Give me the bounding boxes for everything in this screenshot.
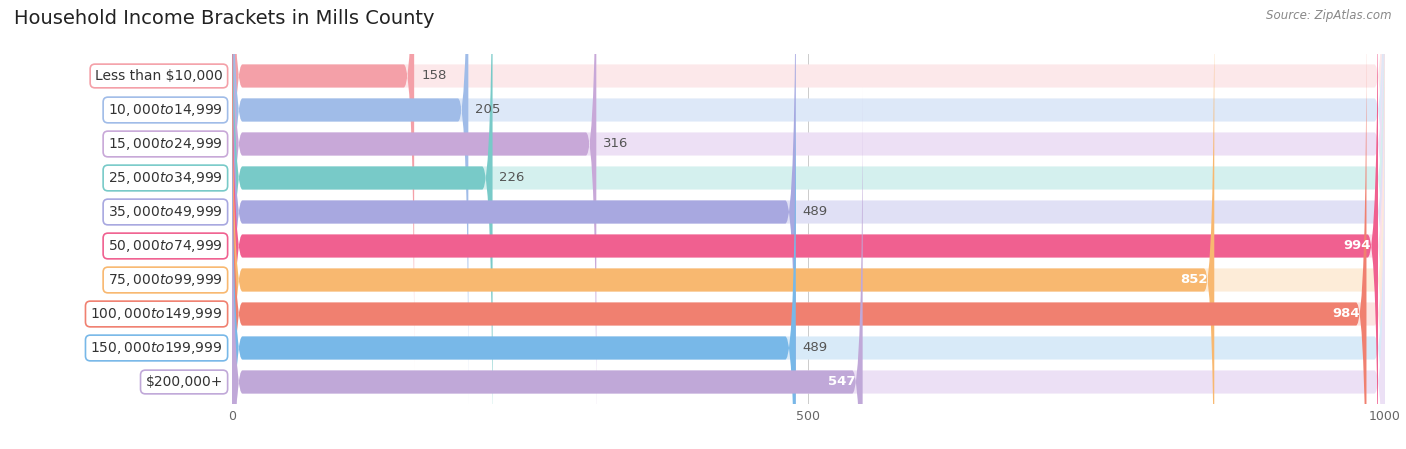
FancyBboxPatch shape <box>232 53 796 449</box>
FancyBboxPatch shape <box>232 0 468 405</box>
Text: Household Income Brackets in Mills County: Household Income Brackets in Mills Count… <box>14 9 434 28</box>
Text: 226: 226 <box>499 172 524 185</box>
Text: $15,000 to $24,999: $15,000 to $24,999 <box>108 136 222 152</box>
Text: 158: 158 <box>420 70 447 83</box>
FancyBboxPatch shape <box>232 0 415 370</box>
FancyBboxPatch shape <box>232 0 796 449</box>
FancyBboxPatch shape <box>232 0 1215 449</box>
Text: 489: 489 <box>803 342 828 355</box>
FancyBboxPatch shape <box>232 0 1385 449</box>
FancyBboxPatch shape <box>232 0 1385 449</box>
FancyBboxPatch shape <box>232 0 1385 449</box>
Text: $25,000 to $34,999: $25,000 to $34,999 <box>108 170 222 186</box>
FancyBboxPatch shape <box>232 53 1385 449</box>
FancyBboxPatch shape <box>232 0 1385 405</box>
FancyBboxPatch shape <box>232 88 863 449</box>
Text: 205: 205 <box>475 103 501 116</box>
FancyBboxPatch shape <box>232 0 1385 438</box>
Text: $150,000 to $199,999: $150,000 to $199,999 <box>90 340 222 356</box>
FancyBboxPatch shape <box>232 0 596 438</box>
FancyBboxPatch shape <box>232 20 1385 449</box>
Text: $75,000 to $99,999: $75,000 to $99,999 <box>108 272 222 288</box>
FancyBboxPatch shape <box>232 88 1385 449</box>
Text: 489: 489 <box>803 206 828 219</box>
Text: 984: 984 <box>1331 308 1360 321</box>
Text: 547: 547 <box>828 375 856 388</box>
Text: Less than $10,000: Less than $10,000 <box>96 69 222 83</box>
FancyBboxPatch shape <box>232 0 1385 370</box>
Text: 316: 316 <box>603 137 628 150</box>
Text: $50,000 to $74,999: $50,000 to $74,999 <box>108 238 222 254</box>
Text: $10,000 to $14,999: $10,000 to $14,999 <box>108 102 222 118</box>
Text: $35,000 to $49,999: $35,000 to $49,999 <box>108 204 222 220</box>
FancyBboxPatch shape <box>232 20 1367 449</box>
FancyBboxPatch shape <box>232 0 1378 449</box>
Text: $200,000+: $200,000+ <box>145 375 222 389</box>
Text: Source: ZipAtlas.com: Source: ZipAtlas.com <box>1267 9 1392 22</box>
Text: 994: 994 <box>1344 239 1371 252</box>
FancyBboxPatch shape <box>232 0 1385 449</box>
Text: $100,000 to $149,999: $100,000 to $149,999 <box>90 306 222 322</box>
FancyBboxPatch shape <box>232 0 492 449</box>
Text: 852: 852 <box>1180 273 1208 286</box>
